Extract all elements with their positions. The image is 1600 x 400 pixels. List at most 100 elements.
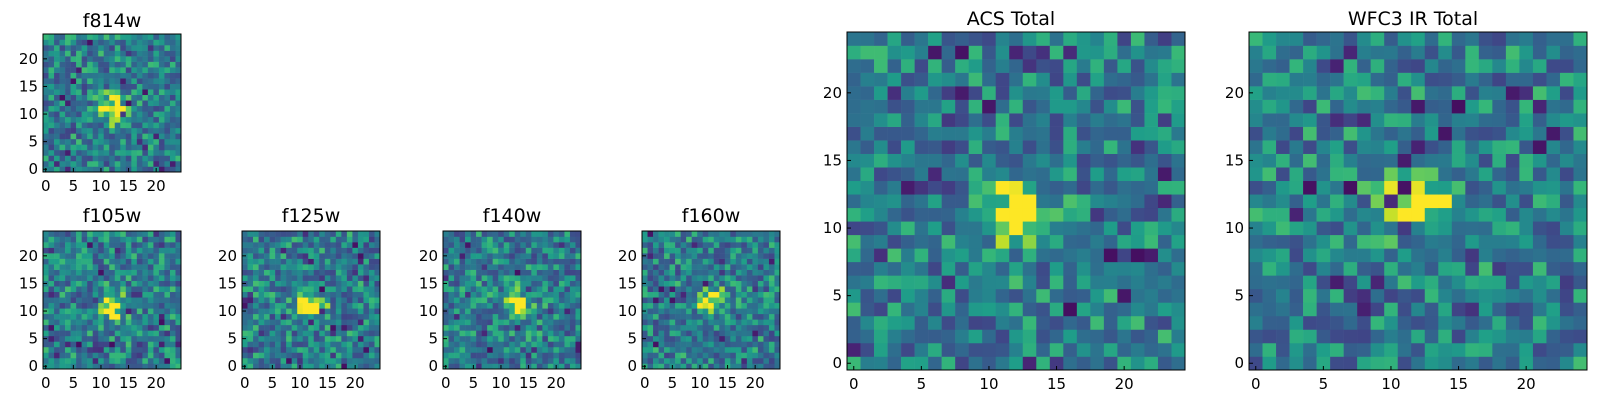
heatmap-cell [1130,86,1145,100]
heatmap-cell [175,275,182,281]
heatmap-cell [691,363,698,370]
heatmap-cell [103,160,110,167]
heatmap-cell [275,357,281,364]
heatmap-cell [509,302,516,309]
heatmap-cell [253,297,259,304]
heatmap-cell [136,127,143,134]
heatmap-cell [92,133,99,140]
heatmap-cell [481,297,488,304]
heatmap-cell [680,280,687,287]
heatmap-cell [352,313,359,320]
heatmap-cell [1532,342,1547,357]
heatmap-cell [54,133,60,140]
heatmap-cell [131,231,138,237]
heatmap-cell [928,275,942,290]
heatmap-cell [575,247,582,254]
heatmap-cell [87,116,93,123]
heatmap-cell [98,138,105,145]
heatmap-cell [363,302,370,309]
heatmap-cell [724,302,731,309]
heatmap-cell [1009,180,1024,195]
heatmap-cell [487,242,493,248]
heatmap-cell [1303,275,1317,290]
heatmap-cell [647,313,654,320]
heatmap-cell [258,236,265,243]
heatmap-cell [724,242,731,248]
heatmap-cell [1357,45,1371,60]
heatmap-cell [492,242,499,248]
heatmap-cell [1532,221,1547,236]
heatmap-cell [153,291,160,298]
heatmap-cell [968,194,983,209]
heatmap-cell [158,122,165,129]
heatmap-cell [136,160,143,167]
heatmap-cell [531,341,538,348]
heatmap-cell [43,78,49,84]
heatmap-cell [470,291,477,298]
heatmap-cell [164,105,171,112]
heatmap-cell [87,111,93,118]
heatmap-cell [43,341,49,348]
heatmap-cell [470,313,477,320]
heatmap-cell [847,32,861,46]
heatmap-cell [774,231,781,237]
heatmap-cell [525,291,532,298]
heatmap-cell [669,319,676,326]
heatmap-cell [286,330,292,337]
heatmap-cell [341,324,348,331]
heatmap-cell [87,324,93,331]
heatmap-cell [531,302,538,309]
x-tick-label: 0 [640,374,650,392]
heatmap-cell [1049,32,1064,46]
heatmap-cell [1303,248,1317,263]
heatmap-cell [175,286,182,293]
heatmap-cell [860,248,875,263]
heatmap-cell [54,297,60,304]
heatmap-cell [264,313,270,320]
heatmap-cell [59,78,66,84]
heatmap-cell [680,258,687,265]
heatmap-cell [1144,86,1159,100]
heatmap-cell [1438,275,1453,290]
y-tick-label: 5 [28,330,38,348]
heatmap-cell [1519,126,1534,141]
heatmap-cell [901,167,915,182]
heatmap-cell [147,111,154,118]
heatmap-cell [120,138,127,145]
heatmap-cell [258,308,265,315]
heatmap-cell [1546,288,1561,303]
heatmap-cell [520,258,527,265]
heatmap-cell [476,286,482,293]
heatmap-cell [70,94,77,101]
heatmap-cell [982,140,997,154]
heatmap-cell [774,286,781,293]
heatmap-cell [158,83,165,90]
heatmap-cell [542,258,549,265]
heatmap-cell [1384,86,1399,100]
heatmap-cell [120,319,127,326]
heatmap-cell [713,231,720,237]
heatmap-cell [860,140,875,154]
heatmap-cell [1438,126,1453,141]
heatmap-cell [125,352,132,359]
heatmap-cell [955,275,969,290]
heatmap-cell [70,319,77,326]
heatmap-cell [1573,248,1588,263]
heatmap-cell [1049,221,1064,236]
heatmap-cell [492,291,499,298]
heatmap-cell [1532,302,1547,317]
heatmap-cell [860,234,875,249]
heatmap-cell [708,236,715,243]
heatmap-cell [302,308,309,315]
heatmap-cell [43,269,49,276]
heatmap-cell [147,67,154,73]
heatmap-cell [514,253,521,259]
y-tick-label: 0 [627,357,637,375]
heatmap-cell [702,330,709,337]
heatmap-cell [264,363,270,370]
heatmap-cell [719,346,726,353]
heatmap-cell [286,242,292,248]
heatmap-cell [70,324,77,331]
heatmap-cell [1117,140,1132,154]
